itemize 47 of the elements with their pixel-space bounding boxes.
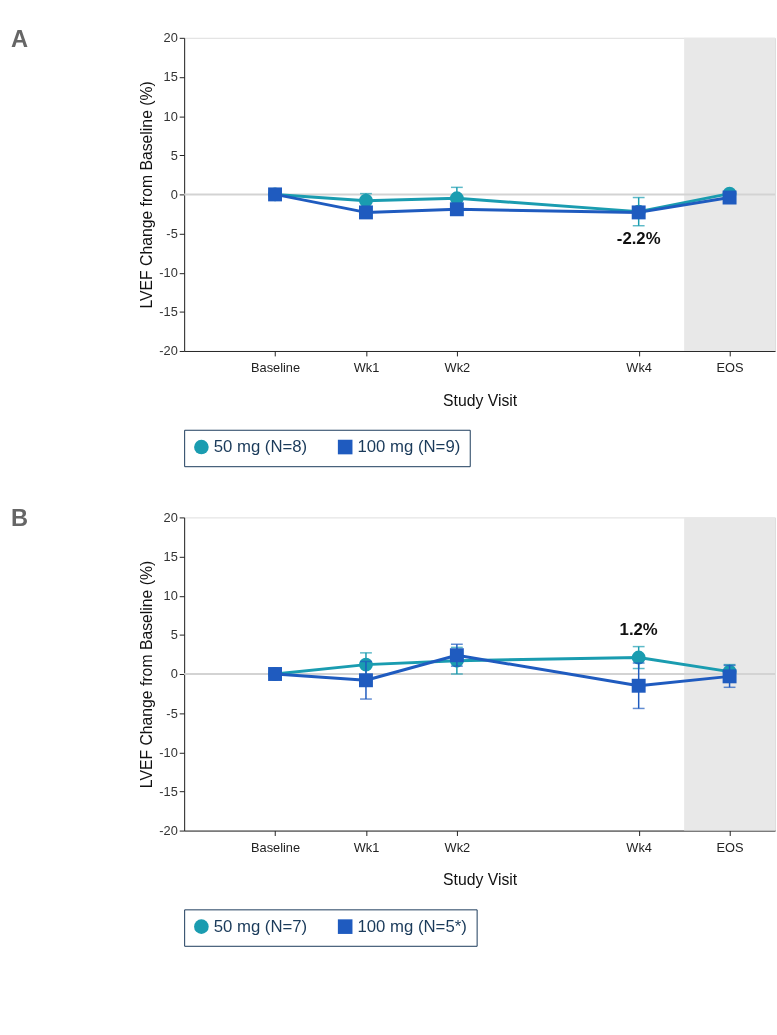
x-tick-label: Baseline	[251, 360, 301, 376]
x-tick-label: Wk1	[353, 839, 380, 855]
y-tick-label: -10	[159, 744, 178, 760]
y-tick-label: -20	[159, 823, 178, 839]
annotation: -2.2%	[616, 229, 661, 249]
y-tick-label: 0	[170, 666, 178, 682]
legend-label: 100 mg (N=5*)	[357, 916, 467, 936]
y-tick-label: 15	[163, 69, 178, 85]
y-tick-label: -15	[159, 304, 178, 320]
point	[359, 673, 373, 688]
point	[631, 678, 646, 693]
y-axis-title: LVEF Change from Baseline (%)	[138, 560, 156, 789]
y-tick-label: -5	[166, 225, 178, 241]
x-tick-label: Wk2	[444, 839, 471, 855]
point	[722, 190, 737, 205]
point	[722, 669, 737, 684]
chart-title: A	[11, 25, 29, 52]
x-tick-label: EOS	[716, 839, 744, 855]
y-tick-label: -15	[159, 783, 178, 799]
point	[359, 205, 373, 220]
chart-title: B	[11, 505, 29, 532]
y-tick-label: 10	[163, 108, 178, 124]
x-tick-label: Wk4	[626, 360, 652, 376]
legend-label: 100 mg (N=9)	[357, 436, 461, 456]
y-tick-label: 10	[163, 588, 178, 604]
x-tick-label: Wk1	[353, 360, 380, 376]
annotation: 1.2%	[619, 619, 658, 639]
x-tick-label: Baseline	[251, 839, 301, 855]
y-tick-label: 15	[163, 548, 178, 564]
y-axis-title: LVEF Change from Baseline (%)	[138, 81, 156, 309]
y-tick-label: 5	[170, 147, 178, 163]
y-tick-label: -20	[159, 343, 178, 359]
x-tick-label: Wk2	[444, 360, 471, 376]
y-tick-label: 20	[163, 509, 178, 525]
y-tick-label: 20	[163, 30, 178, 46]
x-tick-label: Wk4	[626, 839, 652, 855]
x-axis-title: Study Visit	[443, 391, 518, 409]
y-tick-label: 5	[170, 627, 178, 643]
x-tick-label: EOS	[716, 360, 744, 376]
y-tick-label: -10	[159, 265, 178, 281]
point	[449, 648, 464, 663]
y-tick-label: -5	[166, 705, 178, 721]
y-tick-label: 0	[170, 186, 178, 202]
point	[449, 202, 464, 217]
legend-label: 50 mg (N=7)	[213, 916, 308, 936]
x-axis-title: Study Visit	[443, 871, 518, 889]
legend-label: 50 mg (N=8)	[213, 436, 308, 456]
